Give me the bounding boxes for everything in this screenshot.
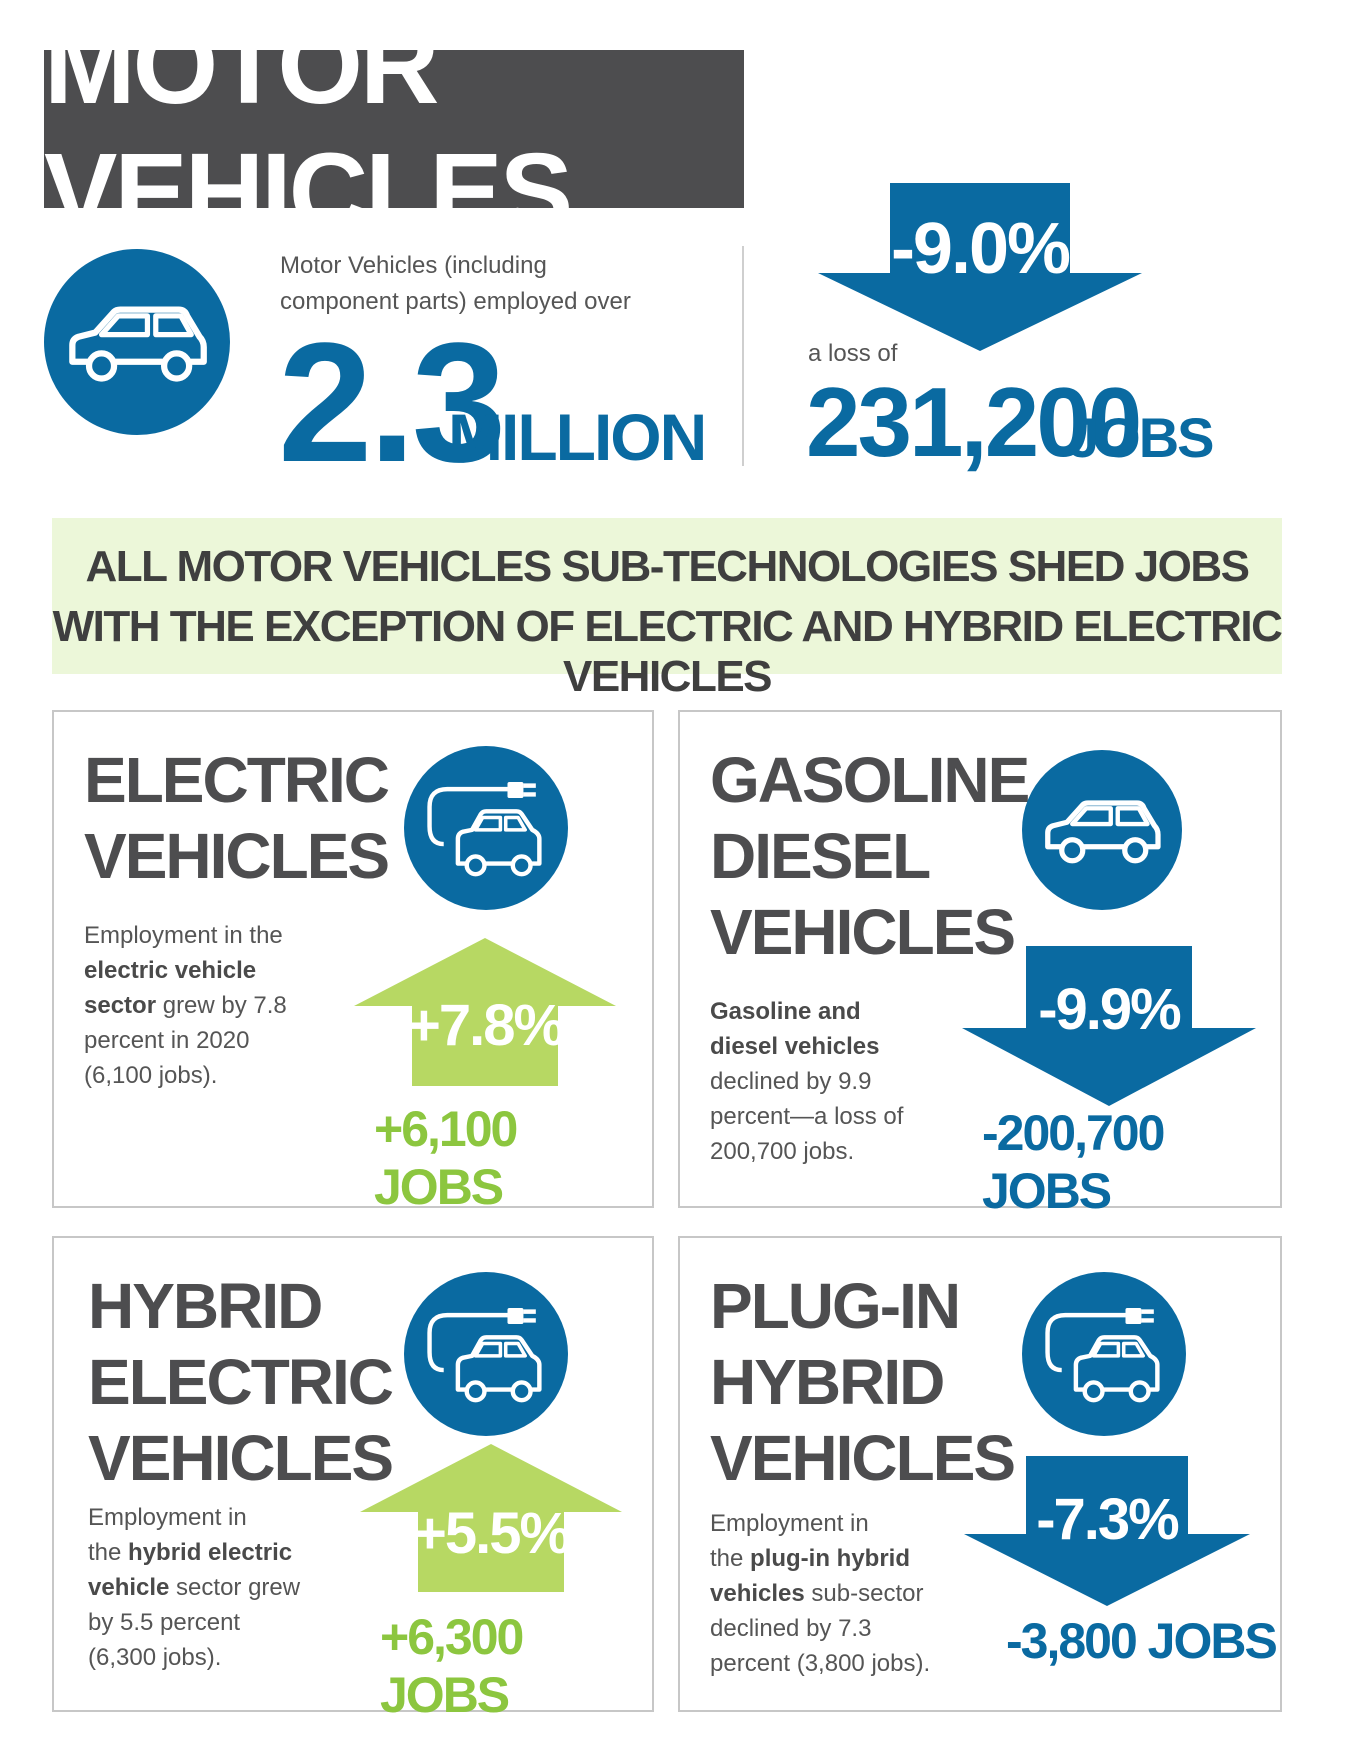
employment-unit: MILLION xyxy=(448,400,707,474)
card-title: HYBRID ELECTRIC VEHICLES xyxy=(88,1268,394,1496)
plug-car-icon xyxy=(426,1306,550,1404)
total-change-percent: -9.0% xyxy=(890,209,1071,289)
desc-text: the xyxy=(88,1539,129,1566)
up-arrow-icon xyxy=(354,938,616,1086)
plug-car-icon xyxy=(1044,1306,1168,1404)
jobs-change: +6,300 JOBS xyxy=(380,1609,524,1723)
divider xyxy=(742,246,744,466)
desc-text: (6,300 jobs). xyxy=(88,1644,222,1671)
change-percent: -7.3% xyxy=(1036,1487,1180,1552)
change-percent: +5.5% xyxy=(412,1501,571,1566)
jobs-change: +6,100 JOBS xyxy=(374,1101,518,1215)
desc-text: the xyxy=(710,1545,751,1572)
up-arrow-icon xyxy=(360,1444,622,1592)
page-title: MOTOR VEHICLES xyxy=(44,4,573,254)
card-hybrid-electric-vehicles: HYBRID ELECTRIC VEHICLES Employment in t… xyxy=(52,1236,654,1723)
card-title-line: VEHICLES xyxy=(84,820,390,892)
card-title-line: HYBRID xyxy=(88,1270,323,1342)
desc-text: Employment in xyxy=(88,1504,247,1531)
desc-text: 200,700 jobs. xyxy=(710,1138,855,1165)
change-percent: -9.9% xyxy=(1038,977,1182,1042)
desc-bold: plug-in hybrid xyxy=(750,1545,911,1572)
desc-bold: vehicles xyxy=(710,1580,805,1607)
desc-bold: electric vehicle xyxy=(84,957,257,984)
card-title: PLUG-IN HYBRID VEHICLES xyxy=(710,1268,1016,1496)
card-title: ELECTRIC VEHICLES xyxy=(84,742,390,894)
down-arrow-icon xyxy=(818,183,1142,351)
car-icon xyxy=(64,301,210,385)
loss-unit: JOBS xyxy=(1068,406,1214,469)
card-title-line: ELECTRIC xyxy=(84,744,390,816)
jobs-change: -3,800 JOBS xyxy=(1006,1613,1278,1669)
icon-circle xyxy=(1022,750,1182,910)
intro-line-1: Motor Vehicles (including xyxy=(280,252,547,279)
card-title-line: HYBRID xyxy=(710,1346,945,1418)
card-description: Employment in the plug-in hybrid vehicle… xyxy=(710,1506,970,1681)
desc-bold: vehicle xyxy=(88,1574,170,1601)
intro-line-2: component parts) employed over xyxy=(280,288,631,315)
card-title: GASOLINE + DIESEL VEHICLES xyxy=(710,742,1081,970)
down-arrow-icon xyxy=(964,1456,1250,1606)
card-electric-vehicles: ELECTRIC VEHICLES Employment in the elec… xyxy=(52,710,654,1215)
desc-text: Employment in xyxy=(710,1510,869,1537)
desc-text: percent (3,800 jobs). xyxy=(710,1650,931,1677)
loss-prefix: a loss of xyxy=(808,340,898,367)
desc-bold: sector xyxy=(84,992,157,1019)
icon-circle xyxy=(404,1272,568,1436)
change-percent: +7.8% xyxy=(406,993,565,1058)
desc-text: by 5.5 percent xyxy=(88,1609,241,1636)
jobs-change: -200,700 JOBS xyxy=(982,1105,1165,1219)
banner-line-1: ALL MOTOR VEHICLES SUB-TECHNOLOGIES SHED… xyxy=(85,542,1251,591)
desc-text: Employment in the xyxy=(84,922,283,949)
desc-bold: hybrid electric xyxy=(128,1539,293,1566)
card-description: Employment in the electric vehicle secto… xyxy=(84,918,344,1093)
desc-bold: Gasoline and xyxy=(710,998,861,1025)
desc-text: percent—a loss of xyxy=(710,1103,904,1130)
desc-text: declined by 9.9 xyxy=(710,1068,872,1095)
icon-circle xyxy=(1022,1272,1186,1436)
desc-bold: diesel vehicles xyxy=(710,1033,880,1060)
desc-text: percent in 2020 xyxy=(84,1027,250,1054)
employment-value: 2.3 xyxy=(278,308,506,498)
banner-line-2: WITH THE EXCEPTION OF ELECTRIC AND HYBRI… xyxy=(52,602,1283,701)
desc-text: (6,100 jobs). xyxy=(84,1062,218,1089)
title-bar: MOTOR VEHICLES xyxy=(44,4,744,254)
intro-text: Motor Vehicles (including component part… xyxy=(280,248,720,320)
card-title-line: ELECTRIC xyxy=(88,1346,394,1418)
desc-text: declined by 7.3 xyxy=(710,1615,872,1642)
card-description: Gasoline and diesel vehicles declined by… xyxy=(710,994,950,1169)
desc-text: grew by 7.8 xyxy=(156,992,287,1019)
card-description: Employment in the hybrid electric vehicl… xyxy=(88,1500,348,1675)
card-title-line: VEHICLES xyxy=(710,1422,1016,1494)
card-plug-in-hybrid-vehicles: PLUG-IN HYBRID VEHICLES Employment in th… xyxy=(678,1236,1282,1712)
card-title-line: PLUG-IN xyxy=(710,1270,961,1342)
desc-text: sub-sector xyxy=(804,1580,924,1607)
car-icon-circle xyxy=(44,249,230,435)
plug-car-icon xyxy=(426,780,550,878)
down-arrow-icon xyxy=(962,946,1256,1106)
card-gasoline-diesel-vehicles: GASOLINE + DIESEL VEHICLES Gasoline and … xyxy=(678,710,1282,1219)
car-icon xyxy=(1040,796,1164,866)
card-title-line: VEHICLES xyxy=(88,1422,394,1494)
loss-value: 231,200 xyxy=(806,367,1142,477)
card-title-line: GASOLINE + xyxy=(710,744,1081,816)
card-title-line: VEHICLES xyxy=(710,896,1016,968)
card-title-line: DIESEL xyxy=(710,820,931,892)
desc-text: sector grew xyxy=(169,1574,301,1601)
icon-circle xyxy=(404,746,568,910)
banner: ALL MOTOR VEHICLES SUB-TECHNOLOGIES SHED… xyxy=(52,518,1283,701)
